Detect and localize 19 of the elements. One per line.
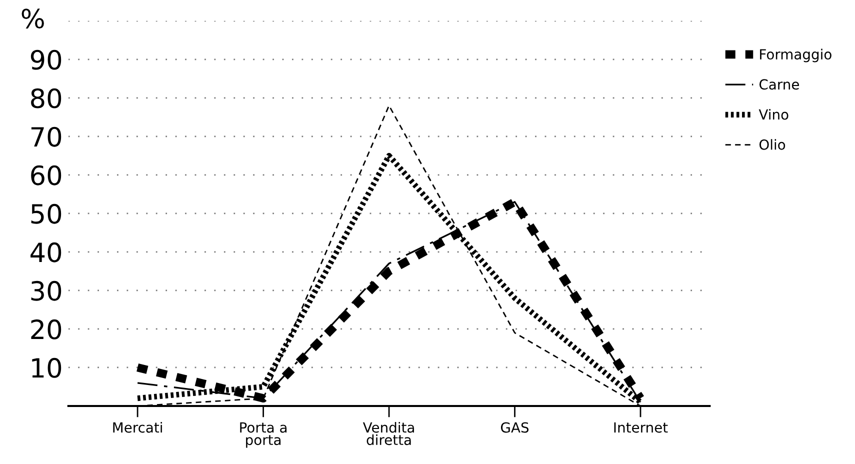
y-tick-label: 60: [31, 165, 62, 186]
x-tick-label: Vendita diretta: [362, 422, 414, 446]
y-tick-label: 90: [30, 50, 62, 70]
y-tick-label: 70: [31, 126, 62, 147]
x-tick-label: Internet: [614, 422, 668, 433]
x-tick-label: GAS: [501, 422, 529, 433]
y-tick-label: 80: [31, 88, 62, 108]
x-tick-label: Mercati: [113, 422, 162, 433]
legend-label: Vino: [758, 109, 788, 120]
y-tick-label: 10: [32, 358, 62, 378]
y-axis-title: %: [22, 8, 44, 29]
y-tick-label: 50: [31, 204, 62, 224]
y-tick-label: 30: [31, 280, 62, 301]
legend-label: Formaggio: [760, 48, 832, 62]
legend-label: Olio: [759, 139, 786, 150]
legend-label: Carne: [759, 79, 799, 90]
y-tick-label: 20: [31, 319, 62, 340]
y-tick-label: 40: [30, 242, 62, 262]
x-tick-label: Porta a porta: [240, 422, 287, 448]
